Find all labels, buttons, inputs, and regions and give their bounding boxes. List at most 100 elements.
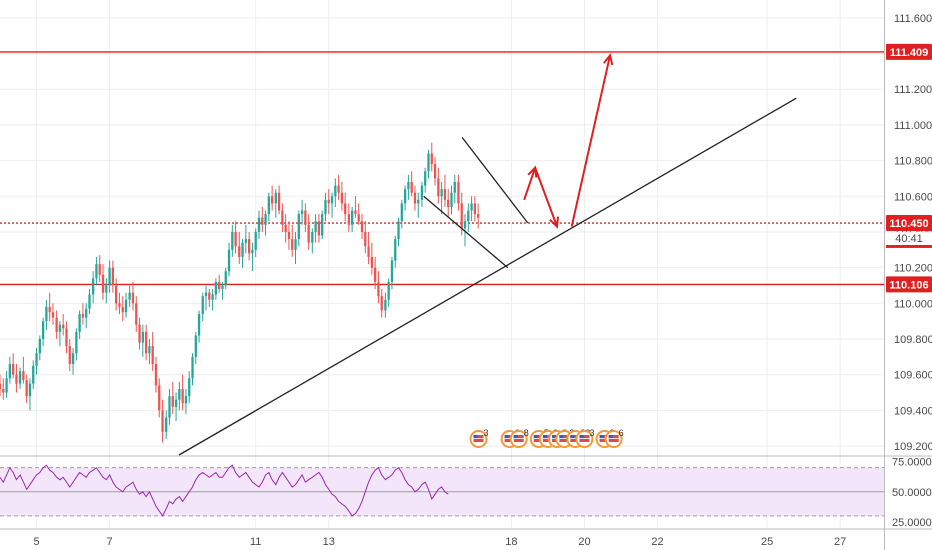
time-axis[interactable]: 5 7 11 13 18 20 22 25 27 <box>33 536 846 548</box>
candle-body <box>8 364 12 379</box>
time-tick-label: 7 <box>107 536 113 548</box>
event-flag-icon[interactable]: 3 <box>469 428 489 448</box>
candle-body <box>91 278 95 295</box>
trendline[interactable] <box>423 195 509 269</box>
candle-body <box>18 371 22 384</box>
candle-body <box>184 396 188 404</box>
tag-label: 110.106 <box>889 279 928 291</box>
candle-body <box>377 281 380 297</box>
tag-background <box>886 276 932 293</box>
candle-body <box>294 239 297 250</box>
candle-body <box>32 365 35 384</box>
candle-body <box>443 189 447 200</box>
candle-body <box>154 364 158 386</box>
candle-body <box>327 199 330 204</box>
tag-background <box>886 215 932 232</box>
time-tick-label: 13 <box>323 536 335 548</box>
candle-body <box>291 239 294 250</box>
candle-body <box>234 231 237 247</box>
event-flag-icon[interactable]: 3 <box>575 428 594 448</box>
arrow-head <box>603 53 614 66</box>
candle-body <box>463 221 467 229</box>
candle-body <box>11 364 15 375</box>
candle-body <box>148 346 151 354</box>
rsi-pane <box>0 464 884 517</box>
candle-body <box>135 303 138 325</box>
event-count: 3 <box>589 428 594 438</box>
candle-body <box>364 231 367 247</box>
flag-canton <box>542 435 547 439</box>
candle-body <box>450 192 453 207</box>
time-tick-label: 20 <box>578 536 590 548</box>
candle-body <box>238 246 241 257</box>
candle-body <box>48 306 51 313</box>
event-flag-icon[interactable]: 6 <box>604 428 624 448</box>
candle-body <box>244 239 247 243</box>
candle-body <box>247 239 251 254</box>
candle-body <box>447 199 450 207</box>
projection-arrow[interactable] <box>534 167 559 227</box>
trendline[interactable] <box>461 136 529 224</box>
rsi-axis[interactable]: 75.0000 50.0000 25.0000 <box>892 457 932 529</box>
candle-body <box>178 388 181 400</box>
candle-body <box>340 192 344 204</box>
candle-body <box>241 242 244 257</box>
candle-body <box>25 380 28 397</box>
candle-body <box>108 267 111 286</box>
candle-body <box>131 292 135 304</box>
candle-body <box>204 292 208 297</box>
candle-body <box>337 185 340 193</box>
time-tick-label: 18 <box>505 536 517 548</box>
candle-body <box>188 378 191 397</box>
candle-body <box>75 331 78 354</box>
flag-canton <box>504 435 509 439</box>
candle-body <box>158 385 161 411</box>
candle-body <box>191 356 194 379</box>
candle-body <box>22 371 25 381</box>
tag-label: 111.409 <box>890 47 929 59</box>
candle-body <box>274 192 277 204</box>
level-price-tag: 111.409 <box>886 43 932 60</box>
candle-body <box>15 374 18 384</box>
candle-body <box>407 182 410 190</box>
candle-body <box>95 264 98 279</box>
time-tick-label: 27 <box>834 536 846 548</box>
candle-body <box>384 299 387 311</box>
candle-body <box>413 192 417 204</box>
candle-body <box>387 281 390 300</box>
candle-body <box>254 231 257 250</box>
candle-body <box>360 221 364 232</box>
price-tick-label: 109.200 <box>894 441 932 453</box>
candle-body <box>121 306 124 313</box>
time-tick-label: 22 <box>651 536 663 548</box>
candle-body <box>354 210 357 215</box>
event-flag-icon[interactable]: 8 <box>509 428 529 448</box>
candle-body <box>118 303 121 307</box>
candle-body <box>400 203 403 222</box>
flag-canton <box>533 435 538 439</box>
price-tick-label: 109.400 <box>894 405 932 417</box>
candle-body <box>227 249 231 272</box>
level-price-tag: 110.106 <box>886 276 932 293</box>
time-tick-label: 25 <box>761 536 773 548</box>
projection-arrows <box>523 53 614 229</box>
flag-canton <box>570 435 575 439</box>
rsi-tick-label: 75.0000 <box>892 457 932 469</box>
flag-canton <box>608 435 613 439</box>
candle-body <box>208 292 211 300</box>
projection-arrow[interactable] <box>523 167 537 201</box>
candle-body <box>270 196 274 204</box>
candle-body <box>367 246 370 257</box>
candle-body <box>350 210 354 225</box>
tag-label: 110.450 <box>889 218 928 230</box>
candle-body <box>277 192 281 211</box>
candle-body <box>231 231 234 250</box>
candle-body <box>420 185 424 200</box>
candle-body <box>457 182 460 204</box>
trendline[interactable] <box>178 97 797 456</box>
projection-arrow[interactable] <box>570 55 612 227</box>
candle-body <box>41 321 45 340</box>
candle-body <box>181 388 184 404</box>
